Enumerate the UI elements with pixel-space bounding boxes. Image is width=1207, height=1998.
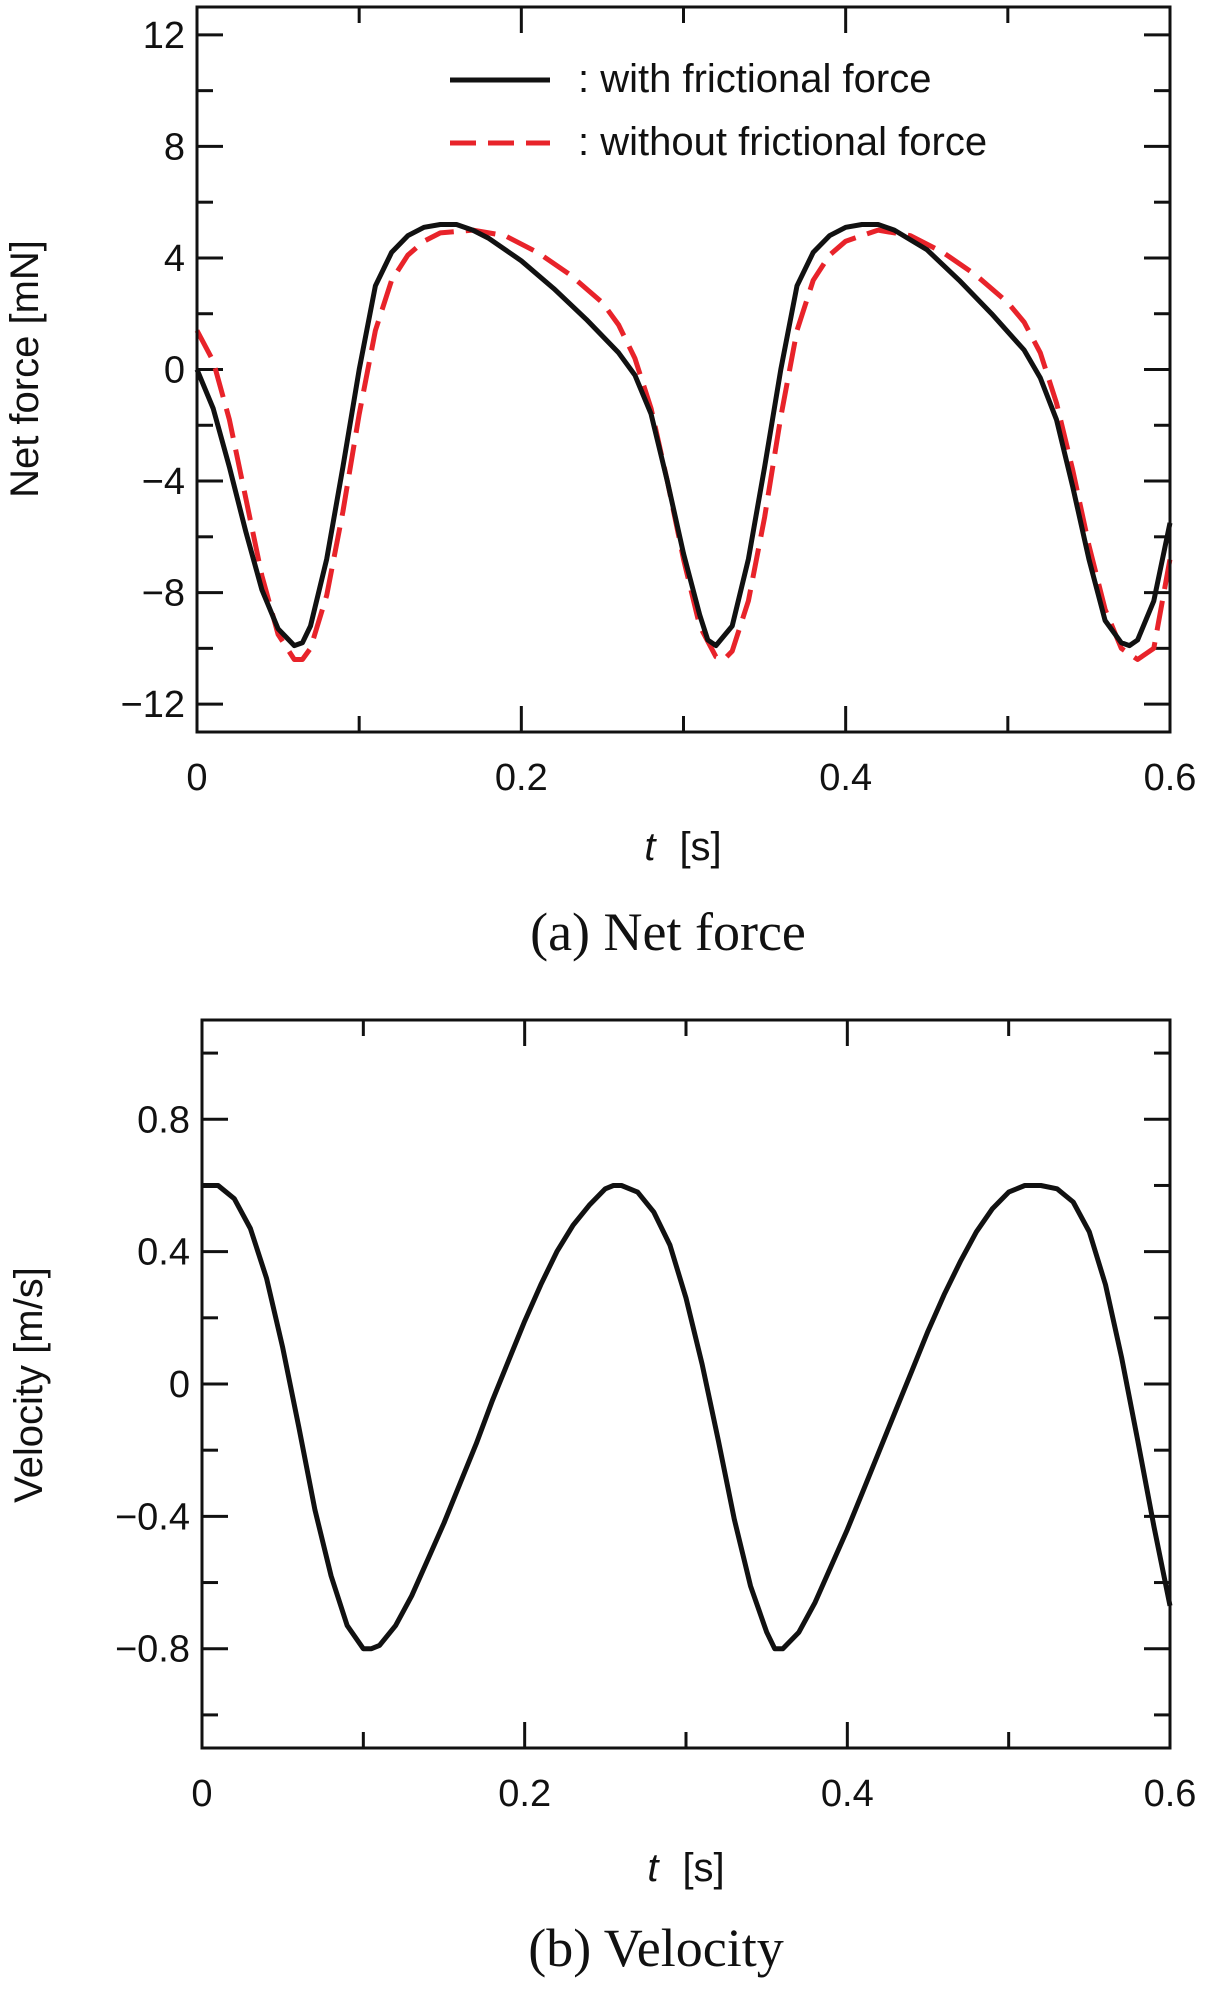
velocity-xtick-label: 0.4 xyxy=(821,1773,874,1815)
velocity-caption: (b) Velocity xyxy=(528,1918,783,1978)
velocity-ylabel: Velocity [m/s] xyxy=(7,1267,51,1503)
net-force-xtick-label: 0 xyxy=(186,757,207,799)
velocity-plot-frame xyxy=(200,1018,1172,1750)
net-force-xtick-label: 0.4 xyxy=(819,757,872,799)
velocity-xlabel-variable: t xyxy=(647,1846,660,1890)
net-force-ytick-label: 12 xyxy=(143,15,185,57)
velocity-ytick-label: 0.4 xyxy=(137,1232,190,1274)
velocity-plot-area: 0 0.2 0.4 0.6 −0.8 −0.4 0 0.4 0.8 xyxy=(115,1020,1196,1815)
net-force-ytick-label: 8 xyxy=(164,126,185,168)
net-force-xlabel-unit: [s] xyxy=(679,825,721,869)
velocity-xlabel-unit: [s] xyxy=(682,1846,724,1890)
velocity-chart: 0 0.2 0.4 0.6 −0.8 −0.4 0 0.4 0.8 Velocity [m/s]… xyxy=(7,1018,1196,1978)
net-force-xtick-label: 0.2 xyxy=(495,757,548,799)
net-force-xtick-label: 0.6 xyxy=(1144,757,1197,799)
legend-label-with-friction: : with frictional force xyxy=(578,57,931,101)
velocity-ytick-label: 0 xyxy=(169,1364,190,1406)
net-force-ylabel: Net force [mN] xyxy=(3,240,47,498)
velocity-ytick-label: −0.8 xyxy=(115,1629,190,1671)
net-force-plot-area: 0 0.2 0.4 0.6 −12 −8 −4 0 4 8 12 xyxy=(121,7,1197,799)
net-force-ytick-label: 4 xyxy=(164,238,185,280)
velocity-xtick-label: 0.6 xyxy=(1144,1773,1197,1815)
net-force-series-with-friction xyxy=(194,222,1173,649)
net-force-ytick-label: −4 xyxy=(142,461,185,503)
net-force-xlabel-variable: t xyxy=(644,825,657,869)
net-force-plot-frame xyxy=(195,5,1172,734)
net-force-caption: (a) Net force xyxy=(530,902,806,962)
net-force-ytick-label: 0 xyxy=(164,350,185,392)
velocity-series-line xyxy=(202,1183,1173,1652)
legend-label-without-friction: : without frictional force xyxy=(578,120,987,164)
net-force-chart: 0 0.2 0.4 0.6 −12 −8 −4 0 4 8 12 Net force [mN] t [… xyxy=(3,5,1197,962)
net-force-legend: : with frictional force : without fricti… xyxy=(450,57,987,164)
velocity-xtick-label: 0 xyxy=(191,1773,212,1815)
net-force-series-without-friction xyxy=(194,227,1173,662)
velocity-ytick-label: −0.4 xyxy=(115,1496,190,1538)
velocity-xlabel: t [s] xyxy=(647,1846,724,1890)
net-force-ytick-label: −8 xyxy=(142,573,185,615)
net-force-xlabel: t [s] xyxy=(644,825,721,869)
velocity-ytick-label: 0.8 xyxy=(137,1099,190,1141)
velocity-xtick-label: 0.2 xyxy=(498,1773,551,1815)
net-force-ytick-label: −12 xyxy=(121,684,185,726)
